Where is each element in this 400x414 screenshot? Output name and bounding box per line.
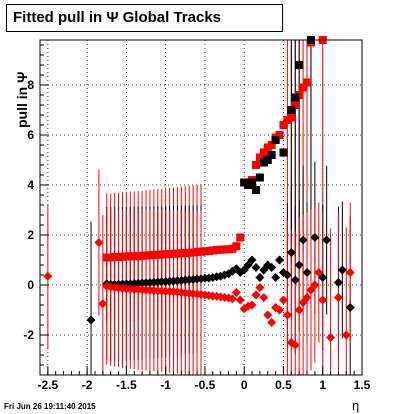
y-tick-label: 6 [27, 128, 34, 142]
black-square-marker [271, 136, 280, 144]
black-diamond-marker [345, 303, 355, 312]
x-tick-label: -1.5 [116, 378, 137, 392]
red-diamond-marker [235, 295, 245, 305]
x-tick-label: -2 [82, 378, 93, 392]
black-square-marker [279, 148, 288, 157]
black-square-marker [287, 106, 296, 114]
red-square-marker [303, 78, 312, 87]
red-diamond-marker [259, 293, 269, 302]
y-axis-label: pull in Ψ [14, 71, 30, 128]
red-diamond-marker [247, 300, 257, 310]
red-diamond-marker [318, 295, 328, 305]
red-diamond-marker [302, 293, 312, 302]
red-diamond-marker [94, 238, 104, 247]
x-tick-label: -2.5 [38, 378, 59, 392]
black-diamond-marker [271, 273, 281, 282]
black-diamond-marker [267, 263, 277, 272]
black-diamond-marker [286, 248, 296, 257]
red-diamond-marker [310, 280, 320, 290]
red-diamond-marker [314, 268, 324, 277]
black-diamond-marker [337, 265, 347, 275]
red-square-marker [279, 121, 288, 129]
black-diamond-marker [282, 270, 292, 280]
black-diamond-marker [310, 233, 320, 242]
y-tick-label: 4 [27, 178, 34, 192]
red-diamond-marker [98, 299, 108, 309]
black-diamond-marker [298, 235, 308, 245]
red-diamond-marker [294, 305, 304, 315]
red-diamond-marker [267, 318, 277, 327]
y-tick-label: -2 [23, 328, 34, 342]
red-diamond-marker [43, 271, 53, 281]
red-diamond-marker [227, 294, 237, 304]
y-tick-label: 0 [27, 278, 34, 292]
red-diamond-marker [345, 268, 355, 277]
y-tick-label: 2 [27, 228, 34, 242]
x-tick-label: -0.5 [195, 378, 216, 392]
red-diamond-marker [341, 330, 351, 340]
red-diamond-marker [278, 295, 288, 305]
black-diamond-marker [322, 235, 332, 245]
chart-title: Fitted pull in Ψ Global Tracks [6, 4, 283, 32]
black-square-marker [251, 186, 260, 194]
red-square-marker [236, 233, 245, 242]
x-tick-label: 1 [319, 378, 326, 392]
black-square-marker [295, 61, 304, 69]
black-diamond-marker [251, 263, 261, 272]
red-diamond-marker [333, 293, 343, 302]
black-square-marker [255, 173, 264, 182]
black-square-marker [291, 93, 300, 102]
black-square-marker [248, 178, 257, 187]
black-diamond-marker [333, 278, 343, 287]
red-diamond-marker [231, 288, 241, 297]
red-square-marker [299, 83, 308, 92]
axes: -2.5 -2 -1.5 -1 -0.5 0 0.5 1 1.5 -2 0 2 4 6 8 [23, 44, 371, 392]
x-tick-label: 0.5 [275, 378, 292, 392]
black-diamond-marker [247, 255, 257, 265]
black-square-marker [267, 151, 276, 159]
red-diamond-marker [326, 333, 336, 342]
red-square-marker [275, 131, 284, 139]
black-diamond-marker [302, 268, 312, 277]
red-square-marker [287, 113, 296, 122]
timestamp-footer: Fri Jun 26 19:11:40 2015 [4, 402, 96, 411]
red-diamond-marker [290, 340, 300, 350]
red-square-marker [267, 141, 276, 149]
black-square-marker [263, 156, 272, 164]
black-diamond-marker [294, 260, 304, 270]
red-diamond-marker [275, 305, 285, 315]
black-diamond-marker [290, 275, 300, 285]
x-axis-label: η [352, 398, 360, 413]
plot-frame [39, 39, 363, 376]
red-square-marker [255, 153, 264, 162]
x-tick-label: 0 [241, 378, 248, 392]
x-tick-label: -1 [160, 378, 171, 392]
red-square-marker [251, 161, 260, 169]
red-diamond-marker [282, 310, 292, 320]
red-diamond-marker [263, 310, 273, 320]
red-diamond-marker [251, 290, 261, 300]
red-diamond-marker [255, 283, 265, 292]
black-diamond-marker [275, 255, 285, 265]
y-tick-label: 8 [27, 78, 34, 92]
black-diamond-marker [86, 315, 96, 325]
red-square-marker [232, 242, 241, 251]
red-square-marker [259, 148, 268, 157]
x-tick-label: 1.5 [354, 378, 371, 392]
red-square-marker [291, 101, 300, 109]
black-diamond-marker [255, 273, 265, 282]
data-points [43, 36, 355, 350]
